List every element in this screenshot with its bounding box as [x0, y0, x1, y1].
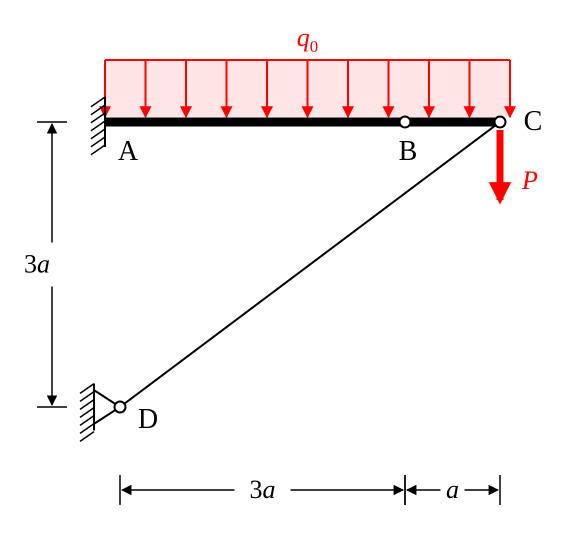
distributed-load: q0	[105, 23, 510, 117]
dim-vertical-3a: 3a	[24, 122, 67, 407]
fixed-support-a	[91, 97, 105, 155]
p-label: P	[521, 166, 538, 195]
label-c: C	[524, 106, 543, 137]
pinned-support-d	[80, 384, 120, 442]
hinge-d	[115, 402, 126, 413]
hinge-b	[400, 117, 411, 128]
label-b: B	[399, 136, 418, 167]
point-load-p: P	[500, 130, 538, 200]
svg-text:a: a	[446, 475, 459, 504]
svg-text:3a: 3a	[24, 250, 50, 279]
rod-cd	[120, 122, 500, 407]
label-a: A	[118, 136, 139, 167]
label-d: D	[138, 404, 158, 435]
dim-horizontal-a: a	[405, 475, 500, 505]
svg-text:3a: 3a	[250, 475, 276, 504]
hinge-c	[495, 117, 506, 128]
q0-label: q0	[297, 23, 318, 56]
dim-horizontal-3a: 3a	[120, 475, 405, 505]
